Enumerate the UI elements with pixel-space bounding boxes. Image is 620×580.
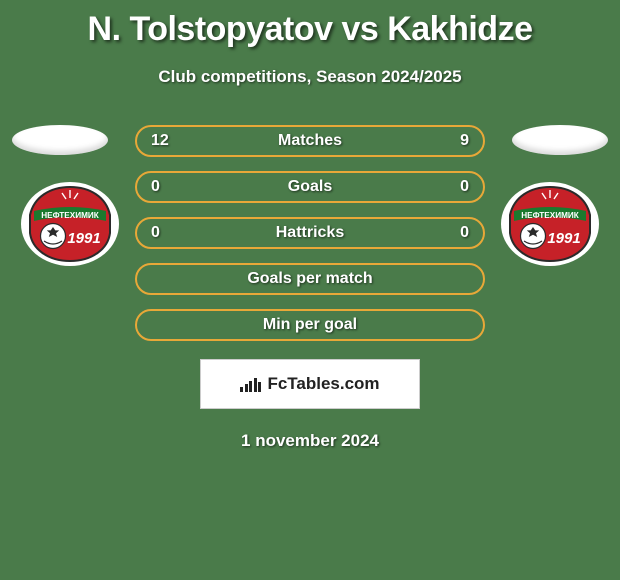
club-badge-right: НЕФТЕХИМИК 1991 — [500, 181, 600, 267]
brand-attribution: FcTables.com — [200, 359, 420, 409]
stat-row-min-per-goal: Min per goal — [135, 309, 485, 341]
stat-row-matches: 12 Matches 9 — [135, 125, 485, 157]
page-title: N. Tolstopyatov vs Kakhidze — [0, 0, 620, 49]
stat-row-hattricks: 0 Hattricks 0 — [135, 217, 485, 249]
player-ellipse-left — [12, 125, 108, 155]
stat-label: Min per goal — [263, 316, 357, 334]
stat-label: Hattricks — [137, 224, 483, 242]
club-badge-left: НЕФТЕХИМИК 1991 — [20, 181, 120, 267]
badge-year: 1991 — [547, 230, 580, 247]
page-subtitle: Club competitions, Season 2024/2025 — [0, 67, 620, 87]
footer-date: 1 november 2024 — [0, 431, 620, 451]
stat-rows: 12 Matches 9 0 Goals 0 0 Hattricks 0 Goa… — [135, 125, 485, 341]
stat-label: Goals — [137, 178, 483, 196]
stat-label: Goals per match — [247, 270, 372, 288]
badge-club-text: НЕФТЕХИМИК — [41, 211, 100, 220]
badge-club-text: НЕФТЕХИМИК — [521, 211, 580, 220]
stat-row-goals-per-match: Goals per match — [135, 263, 485, 295]
stat-label: Matches — [137, 132, 483, 150]
badge-year: 1991 — [67, 230, 100, 247]
player-ellipse-right — [512, 125, 608, 155]
bars-icon — [240, 376, 261, 392]
comparison-panel: НЕФТЕХИМИК 1991 НЕФТЕХИМИК — [0, 125, 620, 451]
brand-text: FcTables.com — [267, 374, 379, 394]
stat-row-goals: 0 Goals 0 — [135, 171, 485, 203]
